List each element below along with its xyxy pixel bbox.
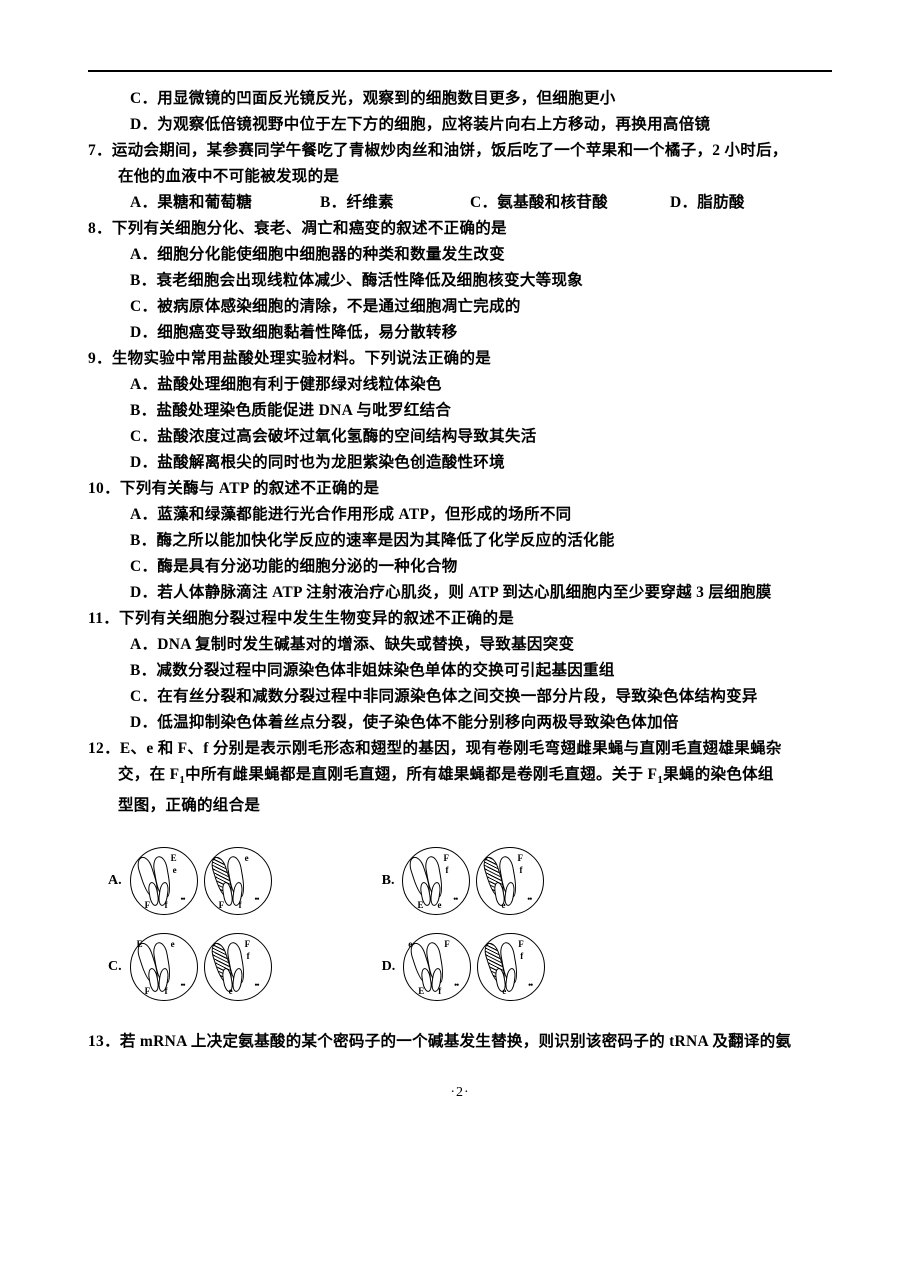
q11-opt-c: C．在有丝分裂和减数分裂过程中非同源染色体之间交换一部分片段，导致染色体结构变异: [88, 684, 832, 710]
q7-opt-c: C．氨基酸和核苷酸: [470, 190, 670, 216]
exam-page: C．用显微镜的凹面反光镜反光，观察到的细胞数目更多，但细胞更小 D．为观察低倍镜…: [0, 0, 920, 1141]
q7-stem-1: 7．运动会期间，某参赛同学午餐吃了青椒炒肉丝和油饼，饭后吃了一个苹果和一个橘子，…: [88, 138, 832, 164]
q8-opt-a: A．细胞分化能使细胞中细胞器的种类和数量发生改变: [88, 242, 832, 268]
q12-fig-row-2: C. Ee Ff •• Ff e •• D.: [108, 933, 832, 1001]
q11-opt-a: A．DNA 复制时发生碱基对的增添、缺失或替换，导致基因突变: [88, 632, 832, 658]
q9-opt-c: C．盐酸浓度过高会破坏过氧化氢酶的空间结构导致其失活: [88, 424, 832, 450]
q7-stem-2: 在他的血液中不可能被发现的是: [88, 164, 832, 190]
q11-stem: 11．下列有关细胞分裂过程中发生生物变异的叙述不正确的是: [88, 606, 832, 632]
q9-opt-b: B．盐酸处理染色质能促进 DNA 与吡罗红结合: [88, 398, 832, 424]
q12-figures: A. Ee Ff •• e Ff •• B.: [88, 847, 832, 1001]
q10-opt-d: D．若人体静脉滴注 ATP 注射液治疗心肌炎，则 ATP 到达心肌细胞内至少要穿…: [88, 580, 832, 606]
q13-stem: 13．若 mRNA 上决定氨基酸的某个密码子的一个碱基发生替换，则识别该密码子的…: [88, 1029, 832, 1055]
q9-opt-a: A．盐酸处理细胞有利于健那绿对线粒体染色: [88, 372, 832, 398]
q8-opt-b: B．衰老细胞会出现线粒体减少、酶活性降低及细胞核变大等现象: [88, 268, 832, 294]
page-number: ·2·: [88, 1085, 832, 1101]
q7-options: A．果糖和葡萄糖 B．纤维素 C．氨基酸和核苷酸 D．脂肪酸: [88, 190, 832, 216]
q12-fig-d: D. eF Ef •• Ff e ••: [382, 933, 546, 1001]
q7-opt-d: D．脂肪酸: [670, 190, 810, 216]
q8-opt-d: D．细胞癌变导致细胞黏着性降低，易分散转移: [88, 320, 832, 346]
q12-fig-a: A. Ee Ff •• e Ff ••: [108, 847, 272, 915]
q11-opt-d: D．低温抑制染色体着丝点分裂，使子染色体不能分别移向两极导致染色体加倍: [88, 710, 832, 736]
chromosome-diagram-icon: Ee Ff ••: [130, 933, 198, 1001]
chromosome-diagram-icon: eF Ef ••: [403, 933, 471, 1001]
top-rule: [88, 70, 832, 72]
q9-stem: 9．生物实验中常用盐酸处理实验材料。下列说法正确的是: [88, 346, 832, 372]
chromosome-diagram-icon: e Ff ••: [204, 847, 272, 915]
chromosome-diagram-icon: Ff e ••: [476, 847, 544, 915]
q12-fig-b-label: B.: [382, 873, 395, 889]
chromosome-diagram-icon: Ff Ee ••: [402, 847, 470, 915]
q12-stem-2a: 交，在 F: [118, 766, 179, 783]
q12-stem-2b: 中所有雌果蝇都是直刚毛直翅，所有雄果蝇都是卷刚毛直翅。关于 F: [185, 766, 657, 783]
q7-opt-a: A．果糖和葡萄糖: [130, 190, 320, 216]
q12-fig-c: C. Ee Ff •• Ff e ••: [108, 933, 272, 1001]
q7-opt-b: B．纤维素: [320, 190, 470, 216]
q8-stem: 8．下列有关细胞分化、衰老、凋亡和癌变的叙述不正确的是: [88, 216, 832, 242]
q12-stem-2: 交，在 F1中所有雌果蝇都是直刚毛直翅，所有雄果蝇都是卷刚毛直翅。关于 F1果蝇…: [88, 762, 832, 793]
q12-fig-b: B. Ff Ee •• Ff e ••: [382, 847, 545, 915]
q9-opt-d: D．盐酸解离根尖的同时也为龙胆紫染色创造酸性环境: [88, 450, 832, 476]
chromosome-diagram-icon: Ff e ••: [204, 933, 272, 1001]
q8-opt-c: C．被病原体感染细胞的清除，不是通过细胞凋亡完成的: [88, 294, 832, 320]
q6-opt-c: C．用显微镜的凹面反光镜反光，观察到的细胞数目更多，但细胞更小: [88, 86, 832, 112]
q10-stem: 10．下列有关酶与 ATP 的叙述不正确的是: [88, 476, 832, 502]
q12-stem-2c: 果蝇的染色体组: [663, 766, 774, 783]
q10-opt-b: B．酶之所以能加快化学反应的速率是因为其降低了化学反应的活化能: [88, 528, 832, 554]
q12-stem-1: 12．E、e 和 F、f 分别是表示刚毛形态和翅型的基因，现有卷刚毛弯翅雌果蝇与…: [88, 736, 832, 762]
q12-stem-3: 型图，正确的组合是: [88, 793, 832, 819]
chromosome-diagram-icon: Ff e ••: [477, 933, 545, 1001]
q6-opt-d: D．为观察低倍镜视野中位于左下方的细胞，应将装片向右上方移动，再换用高倍镜: [88, 112, 832, 138]
chromosome-diagram-icon: Ee Ff ••: [130, 847, 198, 915]
q12-fig-d-label: D.: [382, 959, 396, 975]
q10-opt-a: A．蓝藻和绿藻都能进行光合作用形成 ATP，但形成的场所不同: [88, 502, 832, 528]
q12-fig-a-label: A.: [108, 873, 122, 889]
q11-opt-b: B．减数分裂过程中同源染色体非姐妹染色单体的交换可引起基因重组: [88, 658, 832, 684]
q12-fig-c-label: C.: [108, 959, 122, 975]
q12-fig-row-1: A. Ee Ff •• e Ff •• B.: [108, 847, 832, 915]
q10-opt-c: C．酶是具有分泌功能的细胞分泌的一种化合物: [88, 554, 832, 580]
